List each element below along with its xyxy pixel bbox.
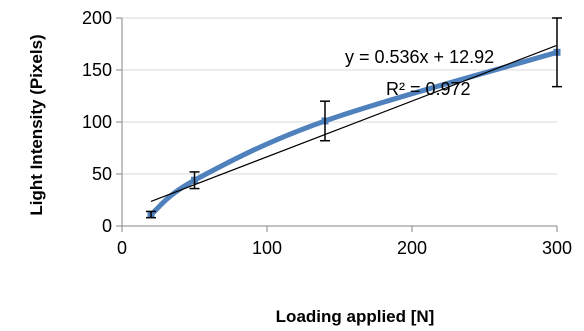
y-tick-label-3: 150 [82,60,112,80]
error-bar-0 [146,210,156,219]
trendline-equation: y = 0.536x + 12.92 [345,47,494,67]
x-tick-label-0: 0 [117,238,127,258]
y-tick-label-1: 50 [92,164,112,184]
y-tick-label-2: 100 [82,112,112,132]
series-curve [148,49,560,218]
y-axis-ticks: 0 50 100 150 200 [82,8,122,236]
error-bar-1 [189,171,200,190]
data-series [147,48,561,219]
x-axis-ticks: 0 100 200 300 [117,226,572,258]
trendline-r-squared: R² = 0.972 [386,79,471,99]
y-tick-label-0: 0 [102,216,112,236]
x-tick-label-3: 300 [542,238,572,258]
x-axis-title: Loading applied [N] [276,307,435,326]
x-tick-label-2: 200 [397,238,427,258]
trendline [150,44,558,202]
trendline-line [150,44,558,202]
x-tick-label-1: 100 [252,238,282,258]
error-bar-3 [552,17,562,88]
y-axis-title: Light Intensity (Pixels) [27,34,46,215]
y-tick-label-4: 200 [82,8,112,28]
error-bars [146,17,562,219]
